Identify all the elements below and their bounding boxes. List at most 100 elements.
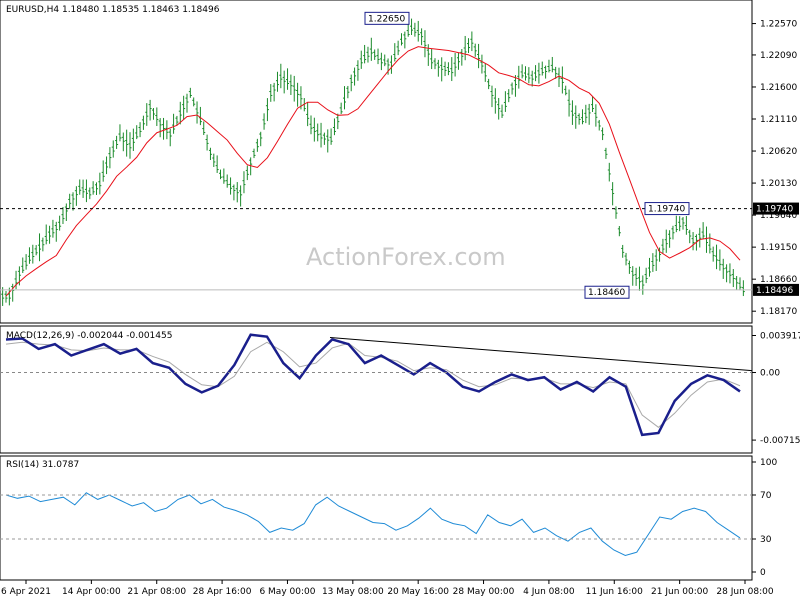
price-bar [145,103,149,126]
macd-line [5,333,741,437]
price-bar [182,95,186,120]
time-axis: 6 Apr 2021 14 Apr 00:00 21 Apr 08:00 28 Apr… [1,580,774,597]
rsi-panel-frame [0,455,753,581]
watermark: ActionForex.com [306,243,506,271]
price-bar [711,246,715,262]
price-bar [255,138,259,152]
price-bar [108,147,112,169]
price-bar [597,119,601,131]
price-bar [319,122,323,148]
price-bar [215,155,219,173]
price-bar [446,62,450,76]
price-tick-label: 1.19640 [760,211,797,221]
price-bar [165,120,169,140]
price-bar [259,131,263,147]
price-panel-frame [0,0,753,324]
price-bar [473,43,477,57]
price-bar [262,113,266,130]
price-bar [292,75,296,102]
price-bar [54,221,58,242]
price-bar [396,40,400,56]
price-bar [192,97,196,107]
price-bar [570,100,574,125]
price-bar [537,62,541,84]
price-bar [299,86,303,110]
price-bar [232,184,236,201]
price-bar [178,101,182,125]
price-bar [403,31,407,49]
price-bar [577,113,581,125]
price-bar [88,187,92,200]
price-bar [601,127,605,141]
price-bar [604,147,608,159]
price-bar [651,253,655,272]
price-bar [644,267,648,284]
price-bar [44,224,48,245]
price-bar [346,85,350,99]
macd-tick-label: 0.003917 [760,332,800,342]
price-bar [386,58,390,75]
price-bar [725,264,729,283]
price-bar [641,275,645,295]
price-bar [81,179,85,198]
price-bar [741,280,745,297]
price-bar [587,103,591,125]
price-bar [343,86,347,110]
price-bar [141,115,145,130]
macd-panel-title: MACD(12,26,9) -0.002044 -0.001455 [6,331,172,341]
price-bar [373,49,377,60]
price-bar [118,124,122,142]
price-bar [78,179,82,195]
time-tick-label: 4 Jun 08:00 [523,587,575,597]
price-bar [611,182,615,206]
price-bar [58,215,62,231]
price-bar [312,117,316,142]
price-bar [229,177,233,195]
price-bar [212,153,216,167]
price-bar [74,186,78,206]
price-bar [84,179,88,203]
price-bar [721,258,725,279]
level-tag-bg [753,202,799,215]
price-bar [661,238,665,254]
price-bar [121,132,125,152]
price-bar [580,109,584,125]
macd-lines [5,333,753,437]
price-bars [1,18,745,306]
price-bar [513,75,517,97]
price-bar [735,276,739,290]
price-bar [162,117,166,140]
price-bar [443,61,447,77]
price-bar [195,101,199,124]
price-bar [208,147,212,160]
price-bar [684,216,688,235]
time-tick-label: 21 Jun 00:00 [651,587,708,597]
price-bar [681,217,685,230]
price-bar [172,113,176,134]
price-bar [731,269,735,288]
price-tick-label: 1.21110 [760,115,797,125]
price-bar [671,225,675,240]
price-bar [594,104,598,127]
price-bar [34,245,38,256]
price-bar [148,99,152,121]
price-bar [534,65,538,82]
annotation-label: 1.22650 [368,14,405,24]
price-bar [61,206,65,225]
price-bar [91,181,95,195]
level-tag-label: 1.19740 [756,205,793,215]
price-annotations: 1.19740 1.18496 1.22650 1.19740 1.18460 [0,11,799,299]
price-bar [306,102,310,127]
price-bar [379,52,383,71]
price-bar [363,44,367,64]
time-tick-label: 13 May 08:00 [322,587,384,597]
price-bar [467,38,471,54]
price-bar [574,105,578,129]
price-bar [151,108,155,120]
price-bar [272,82,276,102]
price-bar [185,93,189,113]
time-tick-label: 28 May 00:00 [453,587,515,597]
price-bar [158,118,162,138]
price-bar [239,185,243,207]
time-tick-label: 6 Apr 2021 [1,587,51,597]
